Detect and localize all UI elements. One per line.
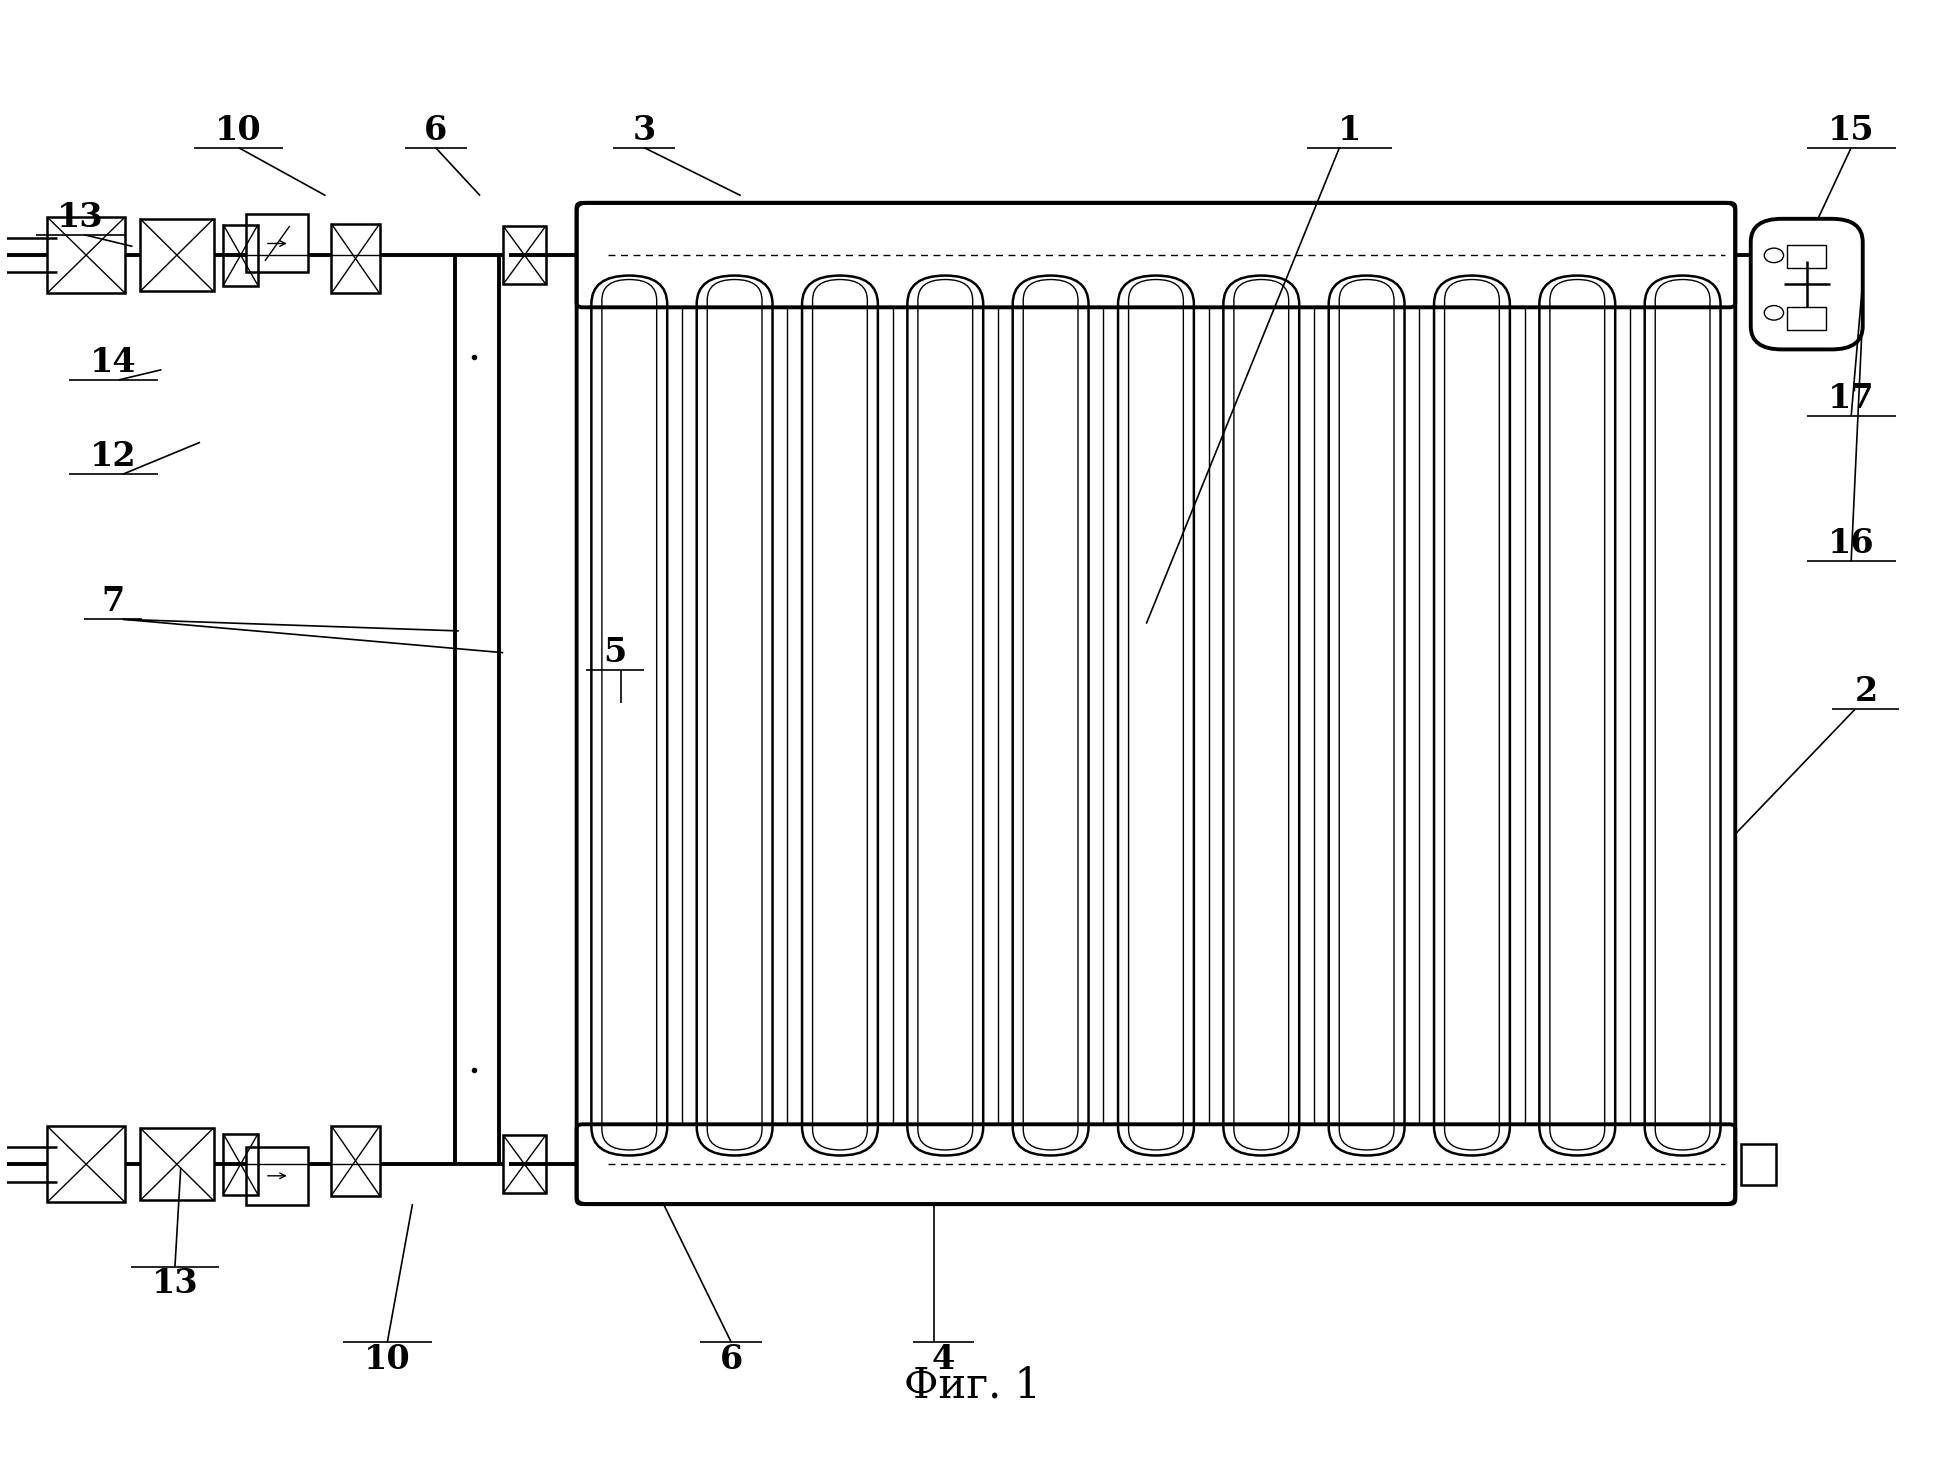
Text: 7: 7 xyxy=(101,586,124,618)
Bar xyxy=(1787,306,1826,330)
Text: Фиг. 1: Фиг. 1 xyxy=(904,1364,1041,1406)
Bar xyxy=(331,224,379,293)
Bar xyxy=(47,1127,124,1201)
Text: 3: 3 xyxy=(632,114,655,146)
Text: 10: 10 xyxy=(216,114,263,146)
Text: 14: 14 xyxy=(89,346,136,379)
Text: 13: 13 xyxy=(56,201,103,234)
Bar xyxy=(224,1134,259,1194)
Text: 15: 15 xyxy=(1828,114,1875,146)
Bar xyxy=(224,224,259,286)
Text: 1: 1 xyxy=(1338,114,1361,146)
Bar xyxy=(1741,1144,1776,1185)
Text: 17: 17 xyxy=(1828,382,1875,415)
Bar xyxy=(140,218,214,292)
Text: 13: 13 xyxy=(152,1267,198,1301)
Bar xyxy=(1787,245,1826,268)
Text: 6: 6 xyxy=(720,1343,743,1376)
Text: 4: 4 xyxy=(932,1343,955,1376)
Text: 6: 6 xyxy=(424,114,447,146)
Bar xyxy=(331,1127,379,1195)
Bar xyxy=(247,214,307,272)
Text: 10: 10 xyxy=(364,1343,410,1376)
Text: 2: 2 xyxy=(1856,675,1879,709)
Text: 16: 16 xyxy=(1828,527,1875,560)
Bar xyxy=(47,217,124,293)
Bar xyxy=(504,226,547,284)
Text: 12: 12 xyxy=(89,441,136,473)
Bar xyxy=(140,1128,214,1200)
Bar xyxy=(504,1135,547,1193)
Bar xyxy=(247,1147,307,1204)
Text: 5: 5 xyxy=(603,636,626,670)
